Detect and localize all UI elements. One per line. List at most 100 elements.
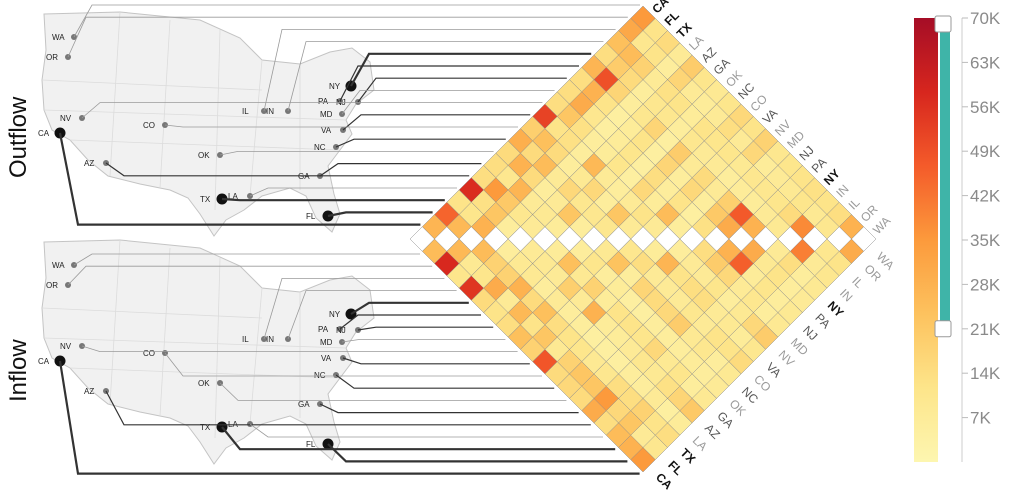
outflow-map-label-in: IN <box>266 107 274 116</box>
color-legend: 70K 63K 56K 49K 42K 35K 28K 21K 14K 7K <box>914 9 1001 462</box>
inflow-map-label-nc: NC <box>314 371 326 380</box>
inflow-connector-nj <box>357 326 494 331</box>
inflow-connector-ny <box>350 301 469 315</box>
outflow-state-border <box>214 29 221 211</box>
range-slider-high-handle[interactable] <box>934 15 952 33</box>
outflow-map-label-nv: NV <box>60 114 72 123</box>
outflow-connector-az <box>105 162 470 177</box>
scale-tick-label: 21K <box>970 320 1001 339</box>
outflow-map-label-ny: NY <box>329 82 341 91</box>
inflow-map-label-pa: PA <box>318 325 329 334</box>
inflow-map-label-ny: NY <box>329 310 341 319</box>
inflow-connector-wa <box>73 253 420 266</box>
outflow-map-label-wa: WA <box>52 33 65 42</box>
inflow-connector-tx <box>221 426 616 451</box>
outflow-map-label-md: MD <box>320 110 333 119</box>
inflow-map-label-md: MD <box>320 338 333 347</box>
outflow-map-label-la: LA <box>228 192 238 201</box>
outflow-state-border <box>159 19 171 189</box>
inflow-connector-va <box>342 357 530 365</box>
outflow-state-border <box>109 11 121 177</box>
scale-tick-label: 7K <box>970 409 991 428</box>
matrix-cell-ca-ca[interactable] <box>409 226 435 252</box>
scale-tick-label: 28K <box>970 275 1001 294</box>
range-slider-low-handle[interactable] <box>934 320 952 338</box>
inflow-map-label-ga: GA <box>298 400 310 409</box>
row-label-in: IN <box>837 286 855 304</box>
inflow-section-label: Inflow <box>5 339 32 402</box>
inflow-state-border <box>249 287 263 425</box>
inflow-map-label-va: VA <box>321 354 332 363</box>
inflow-connector-nc <box>335 374 555 389</box>
inflow-connector-az <box>105 390 591 426</box>
outflow-connector-nc <box>335 138 506 148</box>
outflow-section-label: Outflow <box>5 96 32 178</box>
inflow-connector-ga <box>319 403 579 414</box>
outflow-connector-or <box>67 16 628 58</box>
inflow-map-label-az: AZ <box>84 387 94 396</box>
outflow-map-label-ca: CA <box>38 129 50 138</box>
inflow-connector-ok <box>219 382 567 401</box>
inflow-map-label-nv: NV <box>60 342 72 351</box>
inflow-connector-la <box>249 423 603 438</box>
outflow-state-border <box>249 59 263 197</box>
scale-tick-label: 35K <box>970 231 1001 250</box>
outflow-connector-md <box>341 90 555 115</box>
inflow-map-label-in: IN <box>266 335 274 344</box>
row-label-il: IL <box>849 274 866 291</box>
outflow-us-outline <box>41 11 375 237</box>
outflow-connector-pa <box>339 65 579 102</box>
color-scale-bar <box>914 18 938 462</box>
outflow-connector-ca <box>58 132 421 226</box>
scale-tick-label: 56K <box>970 98 1001 117</box>
outflow-state-border <box>43 109 347 121</box>
inflow-state-border <box>41 307 263 319</box>
range-slider-track[interactable] <box>940 18 950 329</box>
inflow-map-label-fl: FL <box>306 440 316 449</box>
outflow-map-label-ga: GA <box>298 172 310 181</box>
outflow-map-label-va: VA <box>321 126 332 135</box>
outflow-connector-il <box>263 28 616 112</box>
outflow-connector-in <box>287 41 604 112</box>
col-label-il: IL <box>846 195 863 212</box>
connector-lines <box>58 4 640 475</box>
inflow-connector-il <box>263 277 445 340</box>
outflow-map-label-az: AZ <box>84 159 94 168</box>
col-label-in: IN <box>833 182 851 200</box>
inflow-state-border <box>43 337 347 349</box>
inflow-map-label-ok: OK <box>198 379 210 388</box>
scale-tick-label: 63K <box>970 53 1001 72</box>
inflow-connector-in <box>287 290 457 340</box>
inflow-connector-fl <box>327 443 628 463</box>
outflow-state-border <box>41 79 263 91</box>
od-matrix <box>409 5 877 473</box>
outflow-connector-ny <box>350 52 592 87</box>
outflow-connector-nj <box>357 77 567 103</box>
inflow-connector-ca <box>58 360 640 475</box>
inflow-map-label-co: CO <box>143 349 155 358</box>
inflow-state-border <box>214 257 221 439</box>
inflow-connector-co <box>164 352 542 377</box>
inflow-map-label-or: OR <box>46 281 58 290</box>
outflow-map-label-ok: OK <box>198 151 210 160</box>
outflow-connector-nv <box>81 102 543 119</box>
outflow-connector-fl <box>327 211 433 218</box>
scale-tick-label: 49K <box>970 142 1001 161</box>
scale-tick-label: 70K <box>970 9 1001 28</box>
outflow-state-border <box>69 139 341 151</box>
outflow-map-label-fl: FL <box>306 212 316 221</box>
inflow-map-label-il: IL <box>242 335 249 344</box>
inflow-map-label-wa: WA <box>52 261 65 270</box>
outflow-connector-tx <box>221 197 445 202</box>
outflow-connector-co <box>164 124 518 128</box>
outflow-connector-va <box>342 114 531 131</box>
outflow-connector-la <box>249 187 457 197</box>
inflow-connector-or <box>67 265 433 286</box>
outflow-map-label-il: IL <box>242 107 249 116</box>
outflow-map-label-nc: NC <box>314 143 326 152</box>
outflow-connector-ok <box>219 150 494 156</box>
scale-tick-label: 14K <box>970 364 1001 383</box>
outflow-map-label-tx: TX <box>200 195 211 204</box>
